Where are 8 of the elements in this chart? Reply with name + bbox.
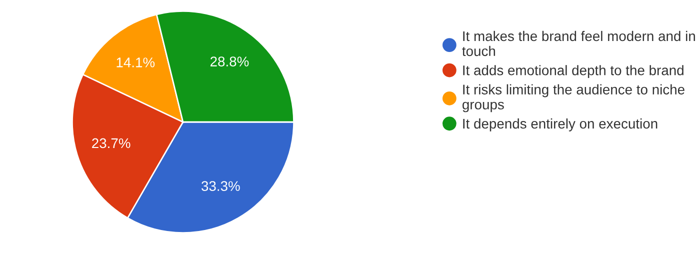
data-label: 14.1% <box>116 58 155 68</box>
legend-label: It makes the brand feel modern and in touch <box>462 30 695 56</box>
data-label: 33.3% <box>202 181 240 191</box>
legend-label: It risks limiting the audience to niche groups <box>462 84 684 112</box>
legend-label: It adds emotional depth to the brand <box>463 65 684 78</box>
data-label: 28.8% <box>210 56 249 66</box>
data-label: 23.7% <box>92 138 130 148</box>
legend-label: It depends entirely on execution <box>463 118 658 132</box>
